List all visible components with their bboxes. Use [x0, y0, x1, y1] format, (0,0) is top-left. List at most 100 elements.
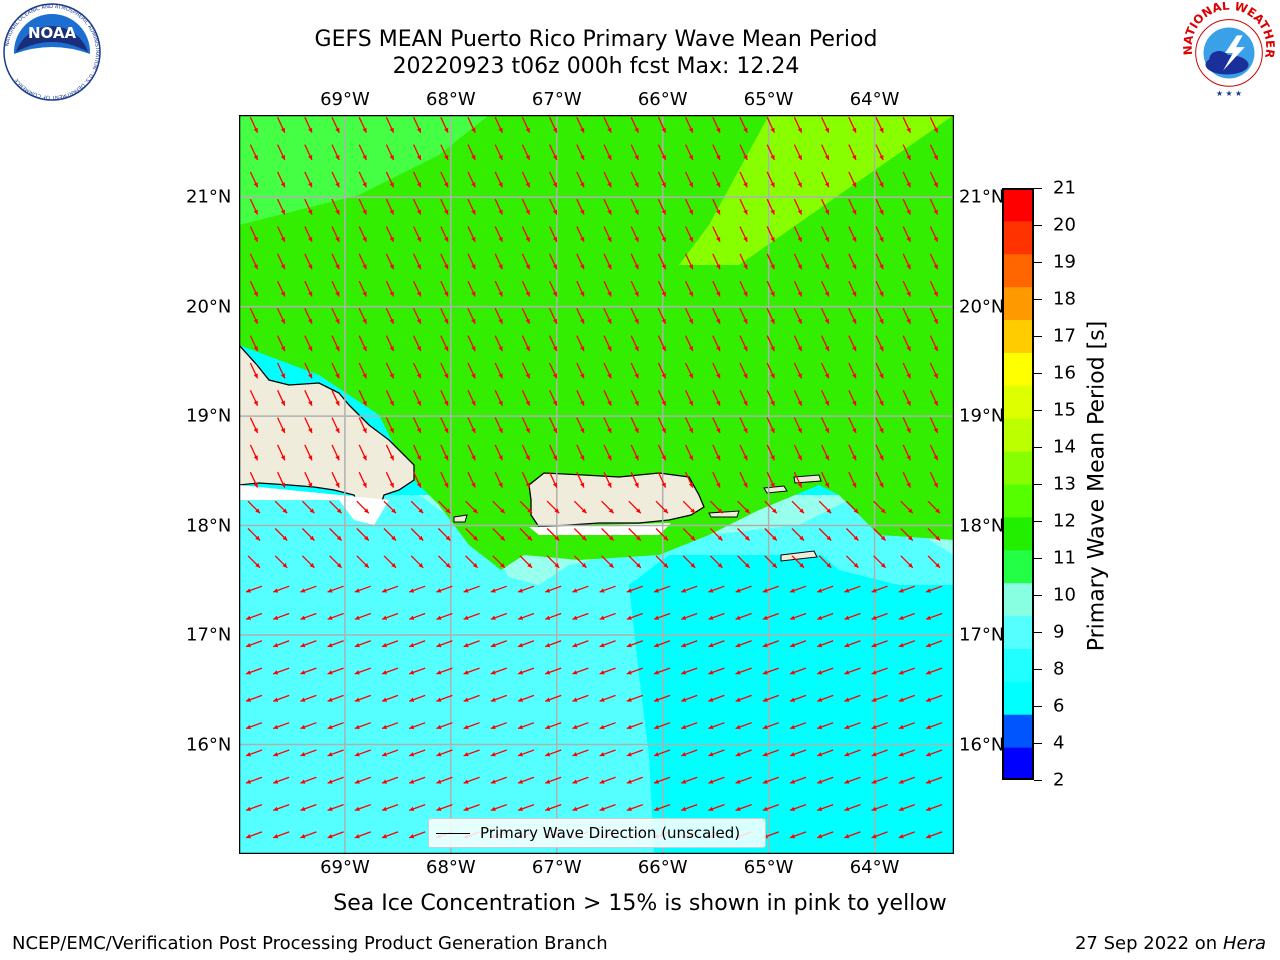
wave-direction-arrow	[844, 694, 861, 702]
wave-direction-arrow	[494, 417, 503, 434]
wave-direction-arrow	[521, 198, 531, 215]
wave-direction-arrow	[630, 226, 639, 243]
lon-label-top: 65°W	[743, 89, 794, 110]
wave-direction-arrow	[821, 253, 830, 270]
wave-direction-arrow	[277, 335, 286, 352]
wave-direction-arrow	[358, 253, 367, 270]
wave-direction-arrow	[517, 612, 535, 620]
wave-direction-arrow	[902, 362, 911, 379]
wave-direction-arrow	[929, 280, 939, 297]
wave-direction-arrow	[735, 694, 752, 702]
wave-direction-arrow	[766, 471, 775, 488]
wave-direction-arrow	[300, 831, 317, 839]
wave-direction-arrow	[245, 803, 263, 812]
colorbar-segment	[1002, 484, 1034, 518]
wave-direction-arrow	[356, 500, 370, 514]
wave-direction-arrow	[358, 198, 367, 215]
wave-direction-arrow	[929, 117, 939, 133]
wave-direction-arrow	[304, 444, 313, 461]
wave-direction-arrow	[385, 444, 395, 461]
noaa-logo: NOAA NATIONAL OCEANIC AND ATMOSPHERIC AD…	[3, 3, 101, 101]
wave-direction-arrow	[875, 280, 884, 297]
map-legend: Primary Wave Direction (unscaled)	[428, 818, 766, 848]
wave-direction-arrow	[300, 722, 317, 730]
wave-direction-arrow	[517, 640, 535, 648]
wave-direction-arrow	[304, 308, 313, 325]
wave-direction-arrow	[576, 362, 585, 379]
wave-direction-arrow	[549, 144, 558, 161]
wave-direction-arrow	[277, 198, 286, 215]
wave-direction-arrow	[383, 528, 397, 541]
wave-direction-arrow	[599, 667, 616, 675]
wave-direction-arrow	[766, 117, 775, 133]
wave-direction-arrow	[358, 362, 367, 379]
wave-direction-arrow	[301, 528, 315, 541]
colorbar-tick-mark	[1034, 595, 1042, 596]
wave-direction-arrow	[875, 198, 884, 215]
lat-label-right: 20°N	[959, 296, 1005, 318]
wave-direction-arrow	[793, 280, 803, 297]
wave-direction-arrow	[549, 117, 558, 133]
wave-direction-arrow	[821, 335, 830, 352]
colorbar-border	[1002, 188, 1034, 780]
wave-direction-arrow	[902, 280, 911, 297]
wave-direction-arrow	[494, 144, 503, 161]
wave-direction-arrow	[816, 722, 834, 730]
wave-direction-arrow	[413, 226, 422, 243]
wave-direction-arrow	[354, 694, 372, 702]
wave-direction-arrow	[927, 555, 941, 569]
wave-direction-arrow	[657, 390, 667, 406]
wave-direction-arrow	[385, 390, 395, 406]
wave-direction-arrow	[821, 308, 830, 325]
wave-direction-arrow	[413, 198, 422, 215]
wave-direction-arrow	[249, 335, 259, 352]
wave-direction-arrow	[739, 308, 748, 325]
wave-direction-arrow	[272, 694, 290, 702]
wave-direction-arrow	[381, 585, 399, 593]
sea-ice-note: Sea Ice Concentration > 15% is shown in …	[333, 891, 947, 916]
wave-direction-arrow	[549, 253, 558, 270]
wave-direction-arrow	[440, 417, 449, 434]
wave-direction-arrow	[331, 308, 340, 325]
wave-direction-arrow	[793, 444, 803, 461]
wave-direction-arrow	[385, 226, 395, 243]
wave-direction-arrow	[708, 722, 725, 730]
colorbar-tick-label: 9	[1053, 621, 1065, 643]
wave-direction-arrow	[657, 144, 667, 161]
wave-direction-arrow	[844, 722, 861, 730]
wave-direction-arrow	[929, 417, 939, 434]
noaa-logo-text: NOAA	[28, 24, 77, 42]
wave-direction-arrow	[467, 444, 476, 461]
wave-direction-arrow	[739, 253, 748, 270]
colorbar-label: Primary Wave Mean Period [s]	[1084, 320, 1110, 652]
wave-direction-arrow	[249, 253, 259, 270]
wave-direction-arrow	[653, 776, 671, 784]
wave-direction-arrow	[247, 555, 261, 569]
wave-direction-arrow	[762, 694, 780, 702]
colorbar-tick-mark	[1034, 521, 1042, 522]
wave-direction-arrow	[789, 749, 807, 757]
wave-direction-arrow	[544, 667, 562, 675]
wave-direction-arrow	[381, 640, 399, 648]
colorbar-tick-mark	[1034, 780, 1042, 781]
wave-direction-arrow	[848, 417, 857, 434]
wave-direction-arrow	[249, 144, 259, 161]
wave-direction-arrow	[572, 667, 589, 675]
wave-direction-arrow	[712, 308, 721, 325]
wave-direction-arrow	[544, 776, 562, 784]
wave-direction-arrow	[327, 694, 344, 702]
wave-direction-arrow	[657, 226, 667, 243]
wave-direction-arrow	[626, 694, 644, 702]
colorbar-segment	[1002, 714, 1034, 748]
wave-direction-arrow	[413, 144, 422, 161]
wave-direction-arrow	[766, 308, 775, 325]
wave-direction-arrow	[408, 803, 426, 812]
wave-direction-arrow	[327, 831, 344, 839]
wave-direction-arrow	[685, 308, 694, 325]
wave-direction-arrow	[626, 803, 644, 812]
chart-title: GEFS MEAN Puerto Rico Primary Wave Mean …	[314, 27, 878, 52]
wave-direction-arrow	[821, 390, 830, 406]
wave-direction-arrow	[572, 749, 589, 757]
wave-direction-arrow	[304, 171, 313, 188]
wave-direction-arrow	[875, 390, 884, 406]
